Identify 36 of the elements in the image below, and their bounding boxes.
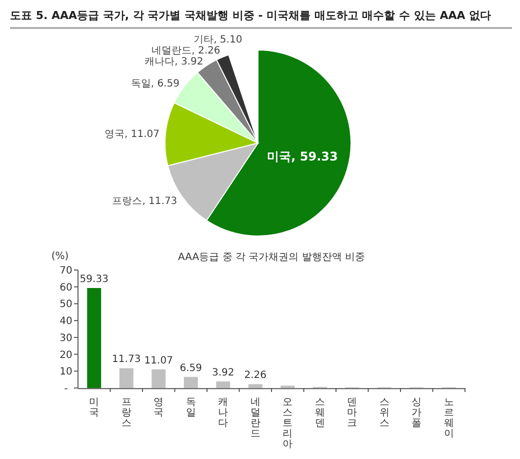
x-tick-label: 프랑스 <box>121 397 132 429</box>
data-label: 11.73 <box>112 354 141 366</box>
data-label: 3.92 <box>212 367 234 378</box>
x-tick-label: 영국 <box>154 397 164 418</box>
y-axis-title: (%) <box>51 251 69 262</box>
chart-title: AAA등급 중 각 국가채권의 발행잔액 비중 <box>178 252 365 263</box>
data-label: 59.33 <box>80 274 108 285</box>
y-tick-label: 20 <box>60 350 72 361</box>
y-tick-label: 70 <box>60 266 72 276</box>
slice-label: 영국, 11.07 <box>104 129 160 140</box>
x-tick-label: 오스트리아 <box>282 397 293 450</box>
slice-label: 기타, 5.10 <box>194 34 242 46</box>
y-tick-label: 30 <box>60 332 72 344</box>
y-tick-label: 50 <box>60 299 72 310</box>
x-tick-label: 캐나다 <box>218 397 228 429</box>
slice-label: 네덜란드, 2.26 <box>152 45 220 56</box>
x-tick-label: 스위스 <box>379 397 390 429</box>
x-tick-label: 네덜란드 <box>250 397 260 440</box>
y-tick-label: 40 <box>60 316 72 328</box>
chart-title: 도표 5. AAA등급 국가, 각 국가별 국채발행 비중 - 미국채를 매도하고 매수할 수 있는 AAA 없다 <box>10 9 492 22</box>
y-tick-label: 10 <box>60 366 72 378</box>
x-tick-label: 노르웨이 <box>444 397 454 440</box>
slice-label: 캐나다, 3.92 <box>144 56 204 68</box>
data-label: 6.59 <box>180 362 202 374</box>
slice-label: 독일, 6.59 <box>130 78 180 90</box>
data-label: 11.07 <box>144 355 173 366</box>
y-tick-label: 60 <box>60 282 72 294</box>
slice-label: 프랑스, 11.73 <box>112 196 178 208</box>
x-tick-label: 독일 <box>186 397 196 418</box>
x-tick-label: 덴마크 <box>347 397 358 429</box>
slice-label: 미국, 59.33 <box>267 149 338 164</box>
x-tick-label: 스웨덴 <box>314 397 325 429</box>
y-tick-label: - <box>64 384 68 394</box>
x-tick-label: 미국 <box>89 397 100 418</box>
x-tick-label: 싱가폴 <box>412 397 422 429</box>
data-label: 2.26 <box>244 370 267 382</box>
